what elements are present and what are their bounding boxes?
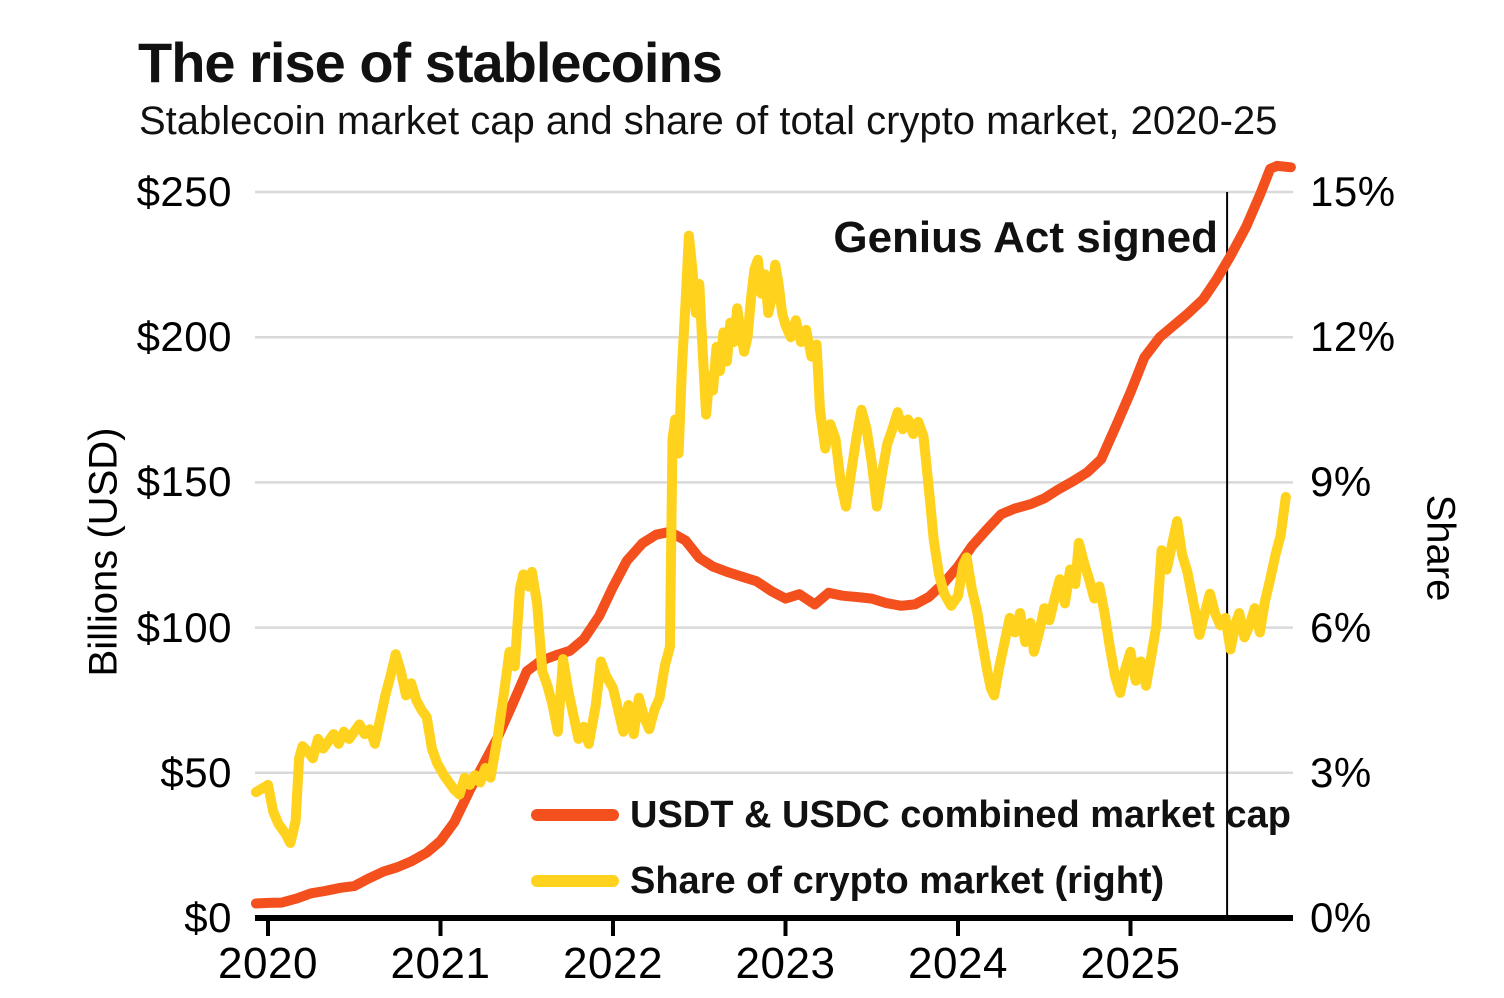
y-right-tick-label-12: 12% [1310,313,1396,361]
x-tick-label-2021: 2021 [390,939,491,988]
legend-label-marketcap: USDT & USDC combined market cap [630,793,1291,836]
share-line [250,230,1291,848]
legend-swatch-share [531,875,619,887]
y-left-tick-label-50: $50 [160,748,232,796]
y-right-tick-label-9: 9% [1310,458,1372,506]
y-left-tick-label-100: $100 [136,603,232,651]
marketcap-line [250,160,1296,909]
right-axis-title: Share [1418,494,1463,602]
y-left-tick-label-250: $250 [136,168,232,215]
y-right-tick-label-0: 0% [1310,894,1372,941]
y-right-tick-label-6: 6% [1310,603,1372,651]
chart-title: The rise of stablecoins [138,31,723,94]
y-right-tick-label-15: 15% [1310,168,1396,215]
legend-item-marketcap: USDT & USDC combined market cap [531,791,1291,839]
legend-item-share: Share of crypto market (right) [531,857,1164,905]
x-tick-label-2023: 2023 [735,939,836,988]
x-tick-label-2022: 2022 [563,939,663,988]
y-right-tick-label-3: 3% [1310,748,1372,796]
y-left-tick-label-0: $0 [184,894,232,941]
y-left-tick-label-200: $200 [136,313,232,361]
y-left-tick-label-150: $150 [136,458,232,506]
x-tick-label-2020: 2020 [218,939,318,988]
x-tick-label-2025: 2025 [1080,939,1181,988]
genius-act-annotation: Genius Act signed [833,213,1218,262]
legend-swatch-marketcap [531,809,619,821]
x-tick-label-2024: 2024 [908,939,1008,988]
legend-label-share: Share of crypto market (right) [630,859,1165,902]
chart-subtitle: Stablecoin market cap and share of total… [139,99,1278,143]
